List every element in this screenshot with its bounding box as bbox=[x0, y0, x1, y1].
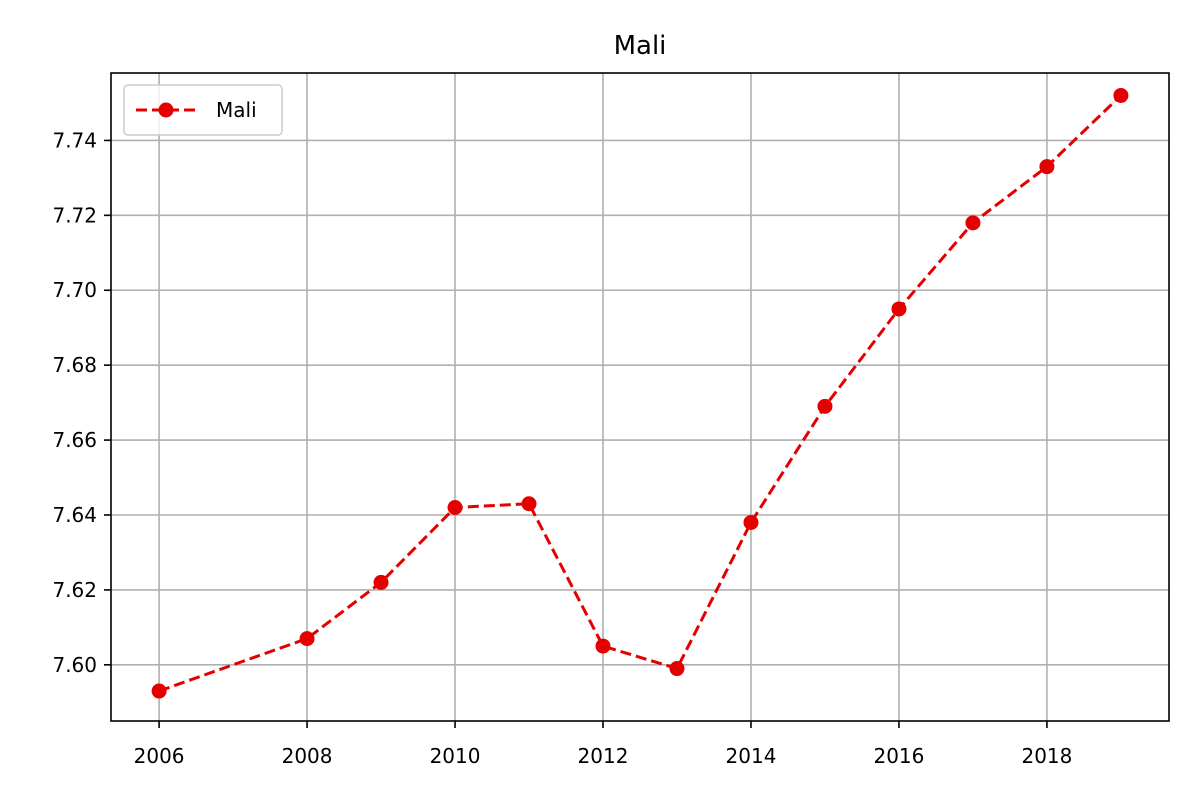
data-point bbox=[373, 574, 389, 590]
x-tick-label: 2008 bbox=[282, 744, 333, 768]
legend-marker bbox=[158, 102, 174, 118]
axes: 2006 2008 2010 2012 2014 2016 2018 7.60 7.62 7.64… bbox=[52, 128, 1072, 768]
y-tick-label: 7.60 bbox=[52, 653, 97, 677]
y-tick-label: 7.66 bbox=[52, 428, 97, 452]
x-tick-label: 2012 bbox=[578, 744, 629, 768]
chart-title: Mali bbox=[614, 31, 667, 61]
data-point bbox=[1039, 159, 1055, 175]
data-point bbox=[447, 499, 463, 515]
data-point bbox=[965, 215, 981, 231]
y-tick-label: 7.70 bbox=[52, 278, 97, 302]
x-tick-label: 2018 bbox=[1021, 744, 1072, 768]
legend: Mali bbox=[123, 84, 283, 136]
data-point bbox=[669, 661, 685, 677]
data-point bbox=[151, 683, 167, 699]
x-tick-label: 2016 bbox=[873, 744, 924, 768]
series-layer bbox=[151, 87, 1129, 699]
legend-box bbox=[123, 84, 283, 136]
y-tick-label: 7.68 bbox=[52, 353, 97, 377]
y-tick-label: 7.64 bbox=[52, 503, 97, 527]
x-tick-label: 2006 bbox=[134, 744, 185, 768]
data-point bbox=[521, 496, 537, 512]
data-point bbox=[1113, 87, 1129, 103]
y-tick-label: 7.74 bbox=[52, 128, 97, 152]
data-point bbox=[743, 514, 759, 530]
y-tick-label: 7.72 bbox=[52, 203, 97, 227]
data-point bbox=[891, 301, 907, 317]
x-tick-label: 2014 bbox=[726, 744, 777, 768]
data-point bbox=[595, 638, 611, 654]
x-tick-label: 2010 bbox=[430, 744, 481, 768]
data-point bbox=[817, 398, 833, 414]
legend-label: Mali bbox=[216, 98, 257, 122]
y-tick-label: 7.62 bbox=[52, 578, 97, 602]
series-line-mali bbox=[158, 94, 1122, 693]
plot-frame bbox=[110, 72, 1170, 722]
data-point bbox=[299, 631, 315, 647]
grid bbox=[111, 73, 1169, 721]
